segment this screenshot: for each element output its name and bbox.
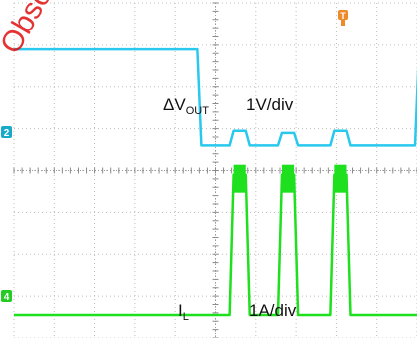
waveform-traces — [14, 47, 417, 317]
svg-text:4: 4 — [4, 292, 10, 303]
trigger-marker: T — [338, 10, 348, 26]
il-label: IL — [178, 301, 189, 323]
channel-4-marker: 4 — [1, 290, 12, 303]
il-switching-burst — [281, 164, 295, 193]
il-scale-label: 1A/div — [249, 301, 297, 320]
channel-2-marker: 2 — [1, 126, 12, 139]
vout-scale-label: 1V/div — [246, 95, 294, 114]
trace-vout — [14, 47, 417, 147]
graticule — [13, 2, 417, 338]
il-switching-burst — [334, 164, 347, 193]
il-switching-burst — [233, 164, 246, 193]
svg-text:T: T — [340, 11, 346, 21]
vout-label: ΔVOUT — [163, 95, 209, 117]
svg-text:2: 2 — [4, 128, 10, 139]
watermark-text: Obsolete — [0, 0, 83, 59]
